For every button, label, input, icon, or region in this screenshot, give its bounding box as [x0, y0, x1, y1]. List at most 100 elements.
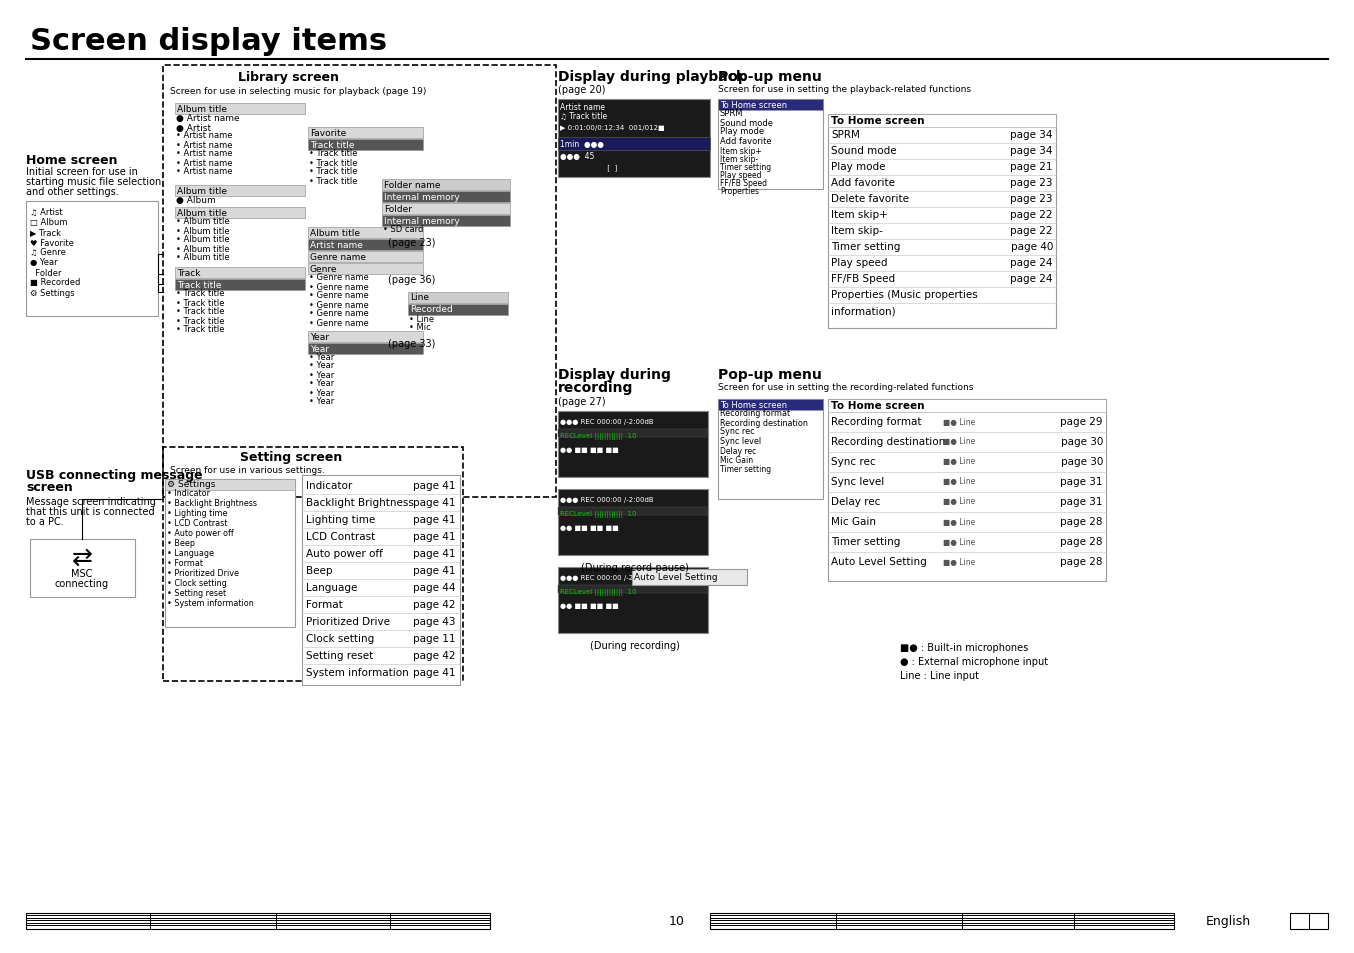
- Text: Format: Format: [306, 599, 343, 609]
- Text: ♥ Favorite: ♥ Favorite: [30, 238, 74, 247]
- Bar: [829, 399, 1106, 581]
- Text: ■ Recorded: ■ Recorded: [30, 278, 80, 287]
- Text: Screen for use in selecting music for playback (page 19): Screen for use in selecting music for pl…: [171, 87, 427, 95]
- Text: page 24: page 24: [1010, 274, 1053, 284]
- Bar: [718, 100, 823, 190]
- Bar: [382, 204, 510, 214]
- Text: Setting screen: Setting screen: [240, 451, 343, 464]
- Text: Add favorite: Add favorite: [831, 178, 895, 188]
- Text: Recording format: Recording format: [720, 409, 791, 418]
- Bar: [382, 215, 510, 227]
- Text: page 34: page 34: [1010, 146, 1053, 156]
- Text: page 41: page 41: [413, 565, 456, 576]
- Text: Album title: Album title: [177, 105, 227, 113]
- Text: • System information: • System information: [167, 598, 253, 608]
- Text: • Track title: • Track title: [309, 176, 357, 185]
- Text: Auto Level Setting: Auto Level Setting: [831, 557, 926, 566]
- Text: • Artist name: • Artist name: [176, 140, 233, 150]
- Text: English: English: [1205, 915, 1251, 927]
- Text: page 41: page 41: [413, 497, 456, 507]
- Text: that this unit is connected: that this unit is connected: [26, 506, 154, 517]
- Text: Screen for use in various settings.: Screen for use in various settings.: [171, 466, 325, 475]
- Text: Artist name: Artist name: [561, 103, 605, 112]
- Text: Recorded: Recorded: [410, 305, 452, 314]
- Text: ■● Line: ■● Line: [942, 497, 975, 506]
- Text: ♫ Artist: ♫ Artist: [30, 209, 62, 217]
- Bar: [558, 507, 708, 516]
- Text: Setting reset: Setting reset: [306, 650, 374, 660]
- Text: ● Album: ● Album: [176, 196, 215, 205]
- Text: Sync rec: Sync rec: [831, 456, 876, 467]
- Bar: [382, 192, 510, 203]
- Text: FF/FB Speed: FF/FB Speed: [831, 274, 895, 284]
- Bar: [829, 399, 1106, 413]
- Text: Sync level: Sync level: [720, 436, 761, 445]
- Text: To Home screen: To Home screen: [831, 400, 925, 411]
- Text: • Album title: • Album title: [176, 244, 230, 253]
- Text: ■● Line: ■● Line: [942, 557, 975, 566]
- Text: Screen display items: Screen display items: [30, 28, 387, 56]
- Text: page 42: page 42: [413, 650, 456, 660]
- Text: Folder: Folder: [385, 204, 412, 213]
- Text: Clock setting: Clock setting: [306, 634, 374, 643]
- Text: Line : Line input: Line : Line input: [900, 670, 979, 680]
- Text: ●●● REC 000:00 /-2:00dB: ●●● REC 000:00 /-2:00dB: [561, 497, 654, 502]
- Text: Artist name: Artist name: [310, 240, 363, 250]
- Text: Track: Track: [177, 268, 200, 277]
- Text: page 28: page 28: [1060, 557, 1104, 566]
- Text: System information: System information: [306, 667, 409, 678]
- Text: • Track title: • Track title: [176, 298, 225, 307]
- Text: recording: recording: [558, 380, 634, 395]
- Bar: [165, 479, 295, 491]
- Text: • Genre name: • Genre name: [309, 300, 368, 309]
- Text: (During record-pause): (During record-pause): [581, 562, 689, 573]
- Text: • Indicator: • Indicator: [167, 489, 210, 498]
- Text: • Clock setting: • Clock setting: [167, 578, 226, 588]
- Text: page 44: page 44: [413, 582, 456, 593]
- Bar: [307, 344, 422, 355]
- Text: page 22: page 22: [1010, 210, 1053, 220]
- Bar: [26, 913, 490, 929]
- Text: Pop-up menu: Pop-up menu: [718, 70, 822, 84]
- Text: Folder name: Folder name: [385, 180, 440, 190]
- Text: ● Year: ● Year: [30, 258, 58, 267]
- Text: (page 33): (page 33): [389, 338, 436, 349]
- Text: Album title: Album title: [310, 229, 360, 237]
- Text: • Genre name: • Genre name: [309, 292, 368, 300]
- Text: information): information): [831, 306, 895, 315]
- Text: Library screen: Library screen: [238, 71, 338, 84]
- Text: page 22: page 22: [1010, 226, 1053, 235]
- Text: Sound mode: Sound mode: [720, 118, 773, 128]
- Bar: [307, 228, 422, 239]
- Text: Language: Language: [306, 582, 357, 593]
- Text: • Track title: • Track title: [309, 158, 357, 168]
- Text: page 30: page 30: [1060, 436, 1104, 447]
- Text: page 28: page 28: [1060, 517, 1104, 526]
- Text: □ Album: □ Album: [30, 218, 68, 227]
- Text: page 42: page 42: [413, 599, 456, 609]
- Bar: [302, 476, 460, 685]
- Text: [  ]: [ ]: [561, 165, 617, 172]
- Bar: [408, 305, 508, 315]
- Text: Internal memory: Internal memory: [385, 193, 460, 201]
- Text: Folder: Folder: [30, 268, 61, 277]
- Bar: [165, 479, 295, 627]
- Bar: [162, 448, 463, 681]
- Text: Indicator: Indicator: [306, 480, 352, 491]
- Text: ♫ Genre: ♫ Genre: [30, 248, 66, 257]
- Text: • Artist name: • Artist name: [176, 168, 233, 176]
- Bar: [718, 100, 823, 111]
- Text: Year: Year: [310, 344, 329, 354]
- Bar: [162, 66, 556, 497]
- Text: page 40: page 40: [1010, 242, 1053, 252]
- Text: LCD Contrast: LCD Contrast: [306, 532, 375, 541]
- Text: • Genre name: • Genre name: [309, 309, 368, 318]
- Text: Genre: Genre: [310, 264, 337, 274]
- Text: ⚙ Settings: ⚙ Settings: [167, 480, 215, 489]
- Text: Recording destination: Recording destination: [831, 436, 945, 447]
- Text: USB connecting message: USB connecting message: [26, 469, 203, 482]
- Text: • Genre name: • Genre name: [309, 282, 368, 292]
- Text: Display during playback: Display during playback: [558, 70, 745, 84]
- Text: Sync level: Sync level: [831, 476, 884, 486]
- Text: page 23: page 23: [1010, 193, 1053, 204]
